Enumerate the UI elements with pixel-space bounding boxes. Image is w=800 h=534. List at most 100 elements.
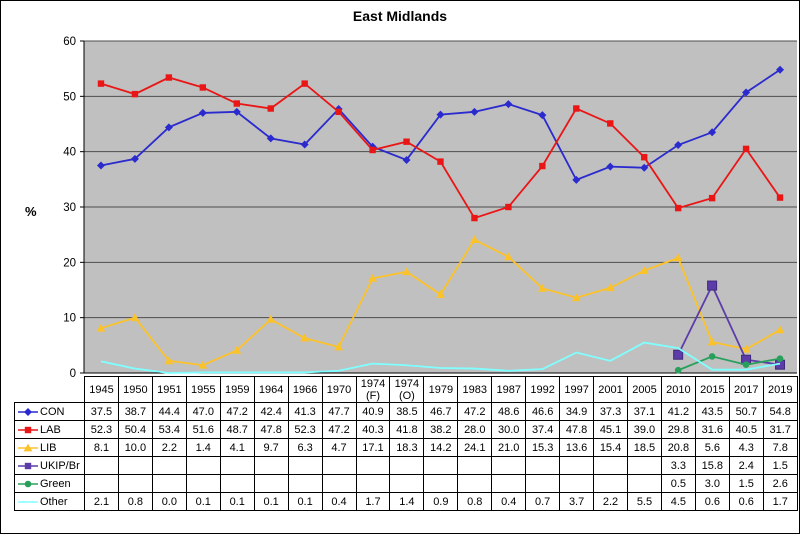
value-cell: 42.4 xyxy=(253,402,289,421)
value-cell: 37.4 xyxy=(525,420,561,439)
series-marker xyxy=(402,267,411,276)
value-cell: 37.3 xyxy=(593,402,628,421)
series-marker xyxy=(300,140,309,149)
series-marker xyxy=(607,120,614,127)
value-cell xyxy=(627,474,662,493)
series-marker xyxy=(573,105,580,112)
value-cell: 47.8 xyxy=(253,420,289,439)
series-marker xyxy=(131,90,139,98)
value-cell xyxy=(287,456,323,475)
series-marker xyxy=(470,235,479,244)
value-cell xyxy=(423,474,459,493)
value-cell: 4.3 xyxy=(728,438,764,457)
series-marker xyxy=(198,108,207,117)
value-cell xyxy=(491,456,527,475)
value-cell: 0.1 xyxy=(185,492,221,511)
y-axis-label: % xyxy=(25,204,37,219)
value-cell: 18.3 xyxy=(389,438,425,457)
value-cell xyxy=(593,456,628,475)
value-cell: 0.1 xyxy=(253,492,289,511)
value-cell xyxy=(355,474,391,493)
series-marker xyxy=(402,155,411,164)
y-axis-tick-label: 0 xyxy=(70,368,76,380)
value-cell: 0.8 xyxy=(117,492,153,511)
series-marker xyxy=(674,204,682,212)
value-cell: 38.2 xyxy=(423,420,459,439)
value-cell xyxy=(287,474,323,493)
value-cell: 37.1 xyxy=(627,402,662,421)
value-cell: 4.1 xyxy=(219,438,255,457)
value-cell: 1.7 xyxy=(355,492,391,511)
legend-label: UKIP/Br xyxy=(40,459,80,472)
value-cell xyxy=(355,456,391,475)
value-cell: 43.5 xyxy=(694,402,730,421)
year-header-cell: 1950 xyxy=(117,376,153,403)
value-cell: 47.2 xyxy=(219,402,255,421)
year-header-cell: 2010 xyxy=(660,376,696,403)
value-cell xyxy=(389,474,425,493)
series-marker xyxy=(776,194,784,201)
value-cell: 2.4 xyxy=(728,456,764,475)
value-cell xyxy=(219,474,255,493)
value-cell: 54.8 xyxy=(762,402,798,421)
value-cell: 0.9 xyxy=(423,492,459,511)
value-cell: 0.5 xyxy=(660,474,696,493)
value-cell: 2.2 xyxy=(151,438,187,457)
value-cell: 5.5 xyxy=(627,492,662,511)
value-cell: 1.5 xyxy=(728,474,764,493)
legend-cell: UKIP/Br xyxy=(14,456,85,475)
table-row: Green 0.5 3.0 1.5 2.6 xyxy=(14,474,798,493)
series-marker xyxy=(23,443,33,451)
value-cell: 47.2 xyxy=(457,402,493,421)
value-cell xyxy=(491,474,527,493)
value-cell: 47.7 xyxy=(321,402,357,421)
series-marker xyxy=(504,100,513,109)
value-cell: 4.5 xyxy=(660,492,696,511)
value-cell: 4.7 xyxy=(321,438,357,457)
y-axis-tick-label: 10 xyxy=(63,313,76,325)
series-marker xyxy=(266,134,275,143)
line-chart: 0 10 20 30 40 50 60% xyxy=(1,1,799,381)
value-cell: 0.7 xyxy=(525,492,561,511)
value-cell: 15.4 xyxy=(593,438,628,457)
series-marker xyxy=(97,80,105,87)
series-marker xyxy=(403,138,410,145)
legend-cell: Green xyxy=(14,474,85,493)
series-marker xyxy=(504,252,513,261)
value-cell: 0.1 xyxy=(219,492,255,511)
series-marker xyxy=(232,345,242,354)
value-cell: 39.0 xyxy=(627,420,662,439)
series-marker xyxy=(708,353,716,360)
value-cell: 51.6 xyxy=(185,420,221,439)
series-marker xyxy=(300,333,310,342)
value-cell: 41.8 xyxy=(389,420,425,439)
series-marker xyxy=(674,366,682,374)
value-cell xyxy=(457,456,493,475)
y-axis-tick-label: 60 xyxy=(63,36,76,48)
year-header-cell: 2015 xyxy=(694,376,730,403)
series-marker xyxy=(742,88,751,97)
value-cell: 20.8 xyxy=(660,438,696,457)
value-cell: 0.6 xyxy=(728,492,764,511)
value-cell: 5.6 xyxy=(694,438,730,457)
value-cell xyxy=(151,474,187,493)
series-marker xyxy=(639,266,649,275)
value-cell: 0.1 xyxy=(287,492,323,511)
series-marker xyxy=(334,342,344,351)
series-marker xyxy=(165,74,173,81)
value-cell xyxy=(321,474,357,493)
value-cell: 52.3 xyxy=(84,420,119,439)
value-cell xyxy=(185,456,221,475)
series-marker xyxy=(198,360,208,369)
series-line-Green xyxy=(677,355,781,372)
value-cell: 47.0 xyxy=(185,402,221,421)
legend-label: LAB xyxy=(40,423,61,436)
legend-cell: Other xyxy=(14,492,85,511)
legend-cell: LAB xyxy=(14,420,85,439)
series-marker xyxy=(24,462,32,469)
series-marker xyxy=(505,203,512,211)
year-header-cell: 2019 xyxy=(762,376,798,403)
value-cell: 44.4 xyxy=(151,402,187,421)
value-cell: 8.1 xyxy=(84,438,119,457)
